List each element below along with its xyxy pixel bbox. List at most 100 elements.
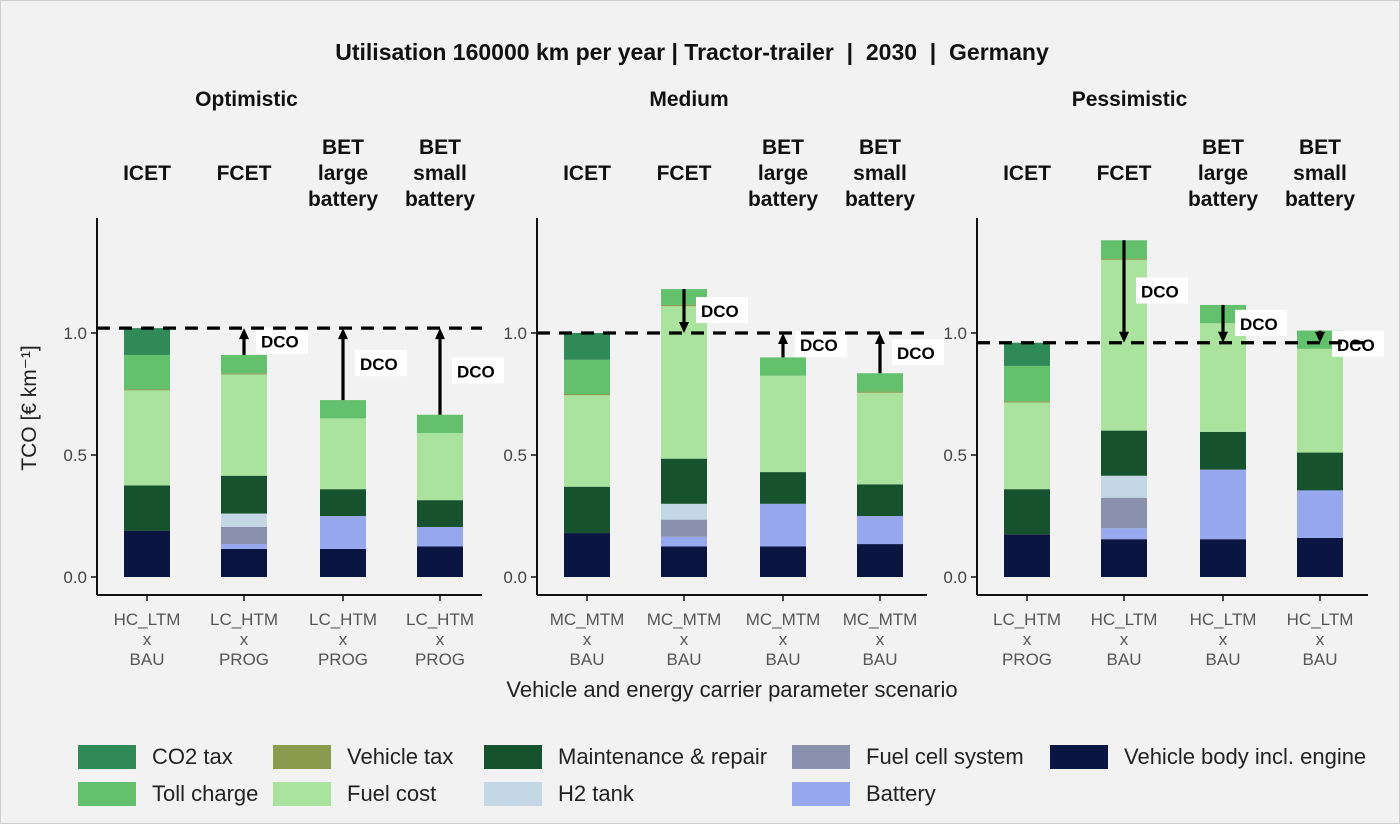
bar-segment-veh xyxy=(320,548,366,577)
vehicle-label: ICET xyxy=(563,162,611,185)
scenario-label: PROG xyxy=(1002,650,1052,669)
bar-segment-h2 xyxy=(221,513,267,527)
chart-legend: CO2 tax Vehicle tax Maintenance & repair Fu… xyxy=(78,742,1398,818)
bar-segment-fcs xyxy=(661,519,707,537)
y-tick-label: 0.0 xyxy=(63,568,87,587)
dco-label: DCO xyxy=(701,302,739,321)
bar-segment-fuel xyxy=(1004,402,1050,490)
legend-label: H2 tank xyxy=(558,781,634,806)
bar-segment-veh xyxy=(857,544,903,577)
bar-segment-toll xyxy=(760,357,806,376)
legend-swatch xyxy=(273,782,331,806)
vehicle-label: BET xyxy=(419,136,461,159)
dco-arrow-head xyxy=(435,328,445,340)
legend-item-veh: Vehicle body incl. engine xyxy=(1050,742,1366,772)
scenario-label: MC_MTM xyxy=(647,610,722,629)
dco-label-box xyxy=(256,327,308,354)
bar-segment-bat xyxy=(760,503,806,547)
scenario-label: BAU xyxy=(863,650,898,669)
x-axis-label: Vehicle and energy carrier parameter sce… xyxy=(506,677,957,702)
dco-arrow-head xyxy=(1315,331,1325,343)
dco-arrow-head xyxy=(338,328,348,340)
dco-label: DCO xyxy=(800,336,838,355)
dco-label-box xyxy=(1235,309,1287,336)
bar-segment-maint xyxy=(124,485,170,531)
panel-2: Pessimistic0.00.51.0ICETLC_HTMxPROGFCETH… xyxy=(943,88,1384,669)
bar-segment-bat xyxy=(857,516,903,545)
bar-segment-fuel xyxy=(320,418,366,490)
bar-segment-bat xyxy=(1297,490,1343,538)
legend-swatch xyxy=(1050,745,1108,769)
panel-0: Optimistic0.00.51.0ICETHC_LTMxBAUFCETLC_… xyxy=(63,88,504,669)
scenario-label: PROG xyxy=(415,650,465,669)
bar-segment-maint xyxy=(564,486,610,534)
legend-item-bat: Battery xyxy=(792,779,936,809)
bar-segment-fcs xyxy=(1101,497,1147,529)
scenario-label: x xyxy=(143,630,152,649)
legend-item-fcs: Fuel cell system xyxy=(792,742,1024,772)
legend-label: Vehicle body incl. engine xyxy=(1124,744,1367,769)
dco-label-box xyxy=(696,297,748,324)
y-tick-label: 1.0 xyxy=(503,324,527,343)
bar-segment-veh xyxy=(760,546,806,577)
dco-label-box xyxy=(355,350,407,377)
scenario-label: BAU xyxy=(570,650,605,669)
bar-segment-maint xyxy=(857,484,903,516)
scenario-label: HC_LTM xyxy=(1091,610,1158,629)
legend-item-toll: Toll charge xyxy=(78,779,258,809)
vehicle-label: battery xyxy=(405,188,475,211)
vehicle-label: large xyxy=(318,162,368,185)
bar-segment-bat xyxy=(417,526,463,547)
legend-label: Battery xyxy=(866,781,936,806)
bar-segment-maint xyxy=(1004,489,1050,535)
bar-segment-bat xyxy=(221,544,267,549)
legend-label: Vehicle tax xyxy=(347,744,454,769)
bar-segment-maint xyxy=(417,500,463,527)
scenario-label: MC_MTM xyxy=(550,610,625,629)
scenario-label: BAU xyxy=(1303,650,1338,669)
legend-swatch xyxy=(792,782,850,806)
bar-segment-co2 xyxy=(124,328,170,355)
legend-label: Fuel cost xyxy=(347,781,437,806)
bar-segment-vtax xyxy=(221,373,267,375)
y-tick-label: 1.0 xyxy=(63,324,87,343)
dco-arrow-head xyxy=(239,328,249,340)
dco-label-box xyxy=(892,339,944,366)
legend-label: Toll charge xyxy=(152,781,259,806)
scenario-label: PROG xyxy=(318,650,368,669)
chart-title: Utilisation 160000 km per year | Tractor… xyxy=(335,39,1049,65)
bar-segment-maint xyxy=(1297,452,1343,491)
vehicle-label: BET xyxy=(859,136,901,159)
tco-chart: Utilisation 160000 km per year | Tractor… xyxy=(18,39,1384,702)
bar-segment-maint xyxy=(320,489,366,516)
dco-arrow-head xyxy=(679,322,689,333)
bar-segment-veh xyxy=(221,548,267,577)
y-tick-label: 0.5 xyxy=(63,446,87,465)
vehicle-label: BET xyxy=(762,136,804,159)
vehicle-label: BET xyxy=(1299,136,1341,159)
scenario-label: LC_HTM xyxy=(210,610,278,629)
scenario-label: BAU xyxy=(130,650,165,669)
vehicle-label: small xyxy=(853,162,907,185)
bar-segment-maint xyxy=(1200,431,1246,470)
bar-segment-vtax xyxy=(857,391,903,393)
bar-segment-co2 xyxy=(1004,342,1050,366)
bar-segment-bat xyxy=(320,516,366,549)
panel-1: Medium0.00.51.0ICETMC_MTMxBAUFCETMC_MTMx… xyxy=(503,88,944,669)
bar-segment-veh xyxy=(1200,539,1246,577)
scenario-label: BAU xyxy=(667,650,702,669)
dco-label: DCO xyxy=(1240,315,1278,334)
scenario-label: MC_MTM xyxy=(843,610,918,629)
bar-segment-co2 xyxy=(564,333,610,360)
bar-segment-veh xyxy=(1004,534,1050,577)
scenario-label: PROG xyxy=(219,650,269,669)
